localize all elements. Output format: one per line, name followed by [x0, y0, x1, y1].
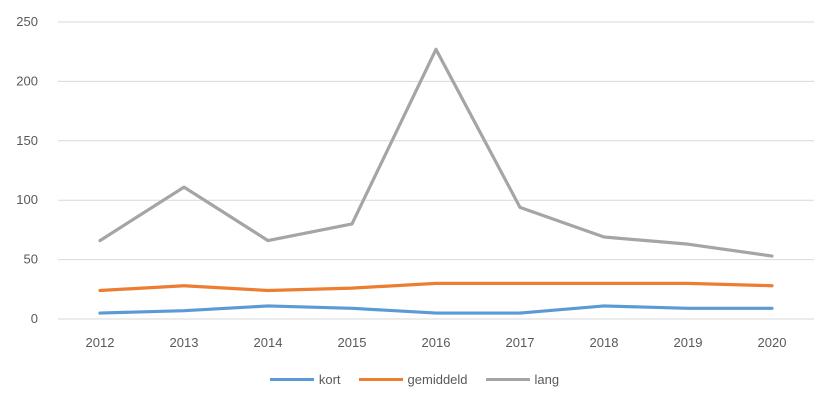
legend-swatch [485, 378, 530, 381]
legend-item-gemiddeld: gemiddeld [358, 372, 468, 387]
gridlines [58, 21, 814, 320]
y-tick-label: 250 [16, 14, 38, 29]
x-tick-label: 2018 [590, 335, 619, 350]
legend-label: lang [534, 372, 560, 387]
x-tick-label: 2020 [758, 335, 787, 350]
chart-canvas: 0 50 100 150 200 250 2012 2013 2014 2015 2016 2017… [16, 14, 814, 350]
y-tick-label: 100 [16, 192, 38, 207]
x-tick-label: 2015 [338, 335, 367, 350]
legend-label: gemiddeld [407, 372, 468, 387]
y-axis-tick-labels: 0 50 100 150 200 250 [16, 14, 38, 326]
y-tick-label: 200 [16, 73, 38, 88]
x-tick-label: 2016 [422, 335, 451, 350]
series-line-gemiddeld [98, 281, 774, 293]
chart-legend: kort gemiddeld lang [0, 372, 829, 387]
series-lines [98, 47, 774, 315]
x-tick-label: 2014 [254, 335, 283, 350]
y-tick-label: 150 [16, 133, 38, 148]
legend-item-lang: lang [485, 372, 560, 387]
x-tick-label: 2017 [506, 335, 535, 350]
legend-item-kort: kort [269, 372, 341, 387]
x-tick-label: 2019 [674, 335, 703, 350]
series-line-kort [98, 304, 774, 315]
y-tick-label: 0 [31, 311, 38, 326]
legend-swatch [358, 378, 403, 381]
y-tick-label: 50 [24, 252, 38, 267]
x-tick-label: 2013 [170, 335, 199, 350]
legend-swatch [269, 378, 314, 381]
x-tick-label: 2012 [86, 335, 115, 350]
series-line-lang [98, 47, 774, 258]
x-axis-tick-labels: 2012 2013 2014 2015 2016 2017 2018 2019 2020 [86, 335, 787, 350]
legend-label: kort [318, 372, 341, 387]
